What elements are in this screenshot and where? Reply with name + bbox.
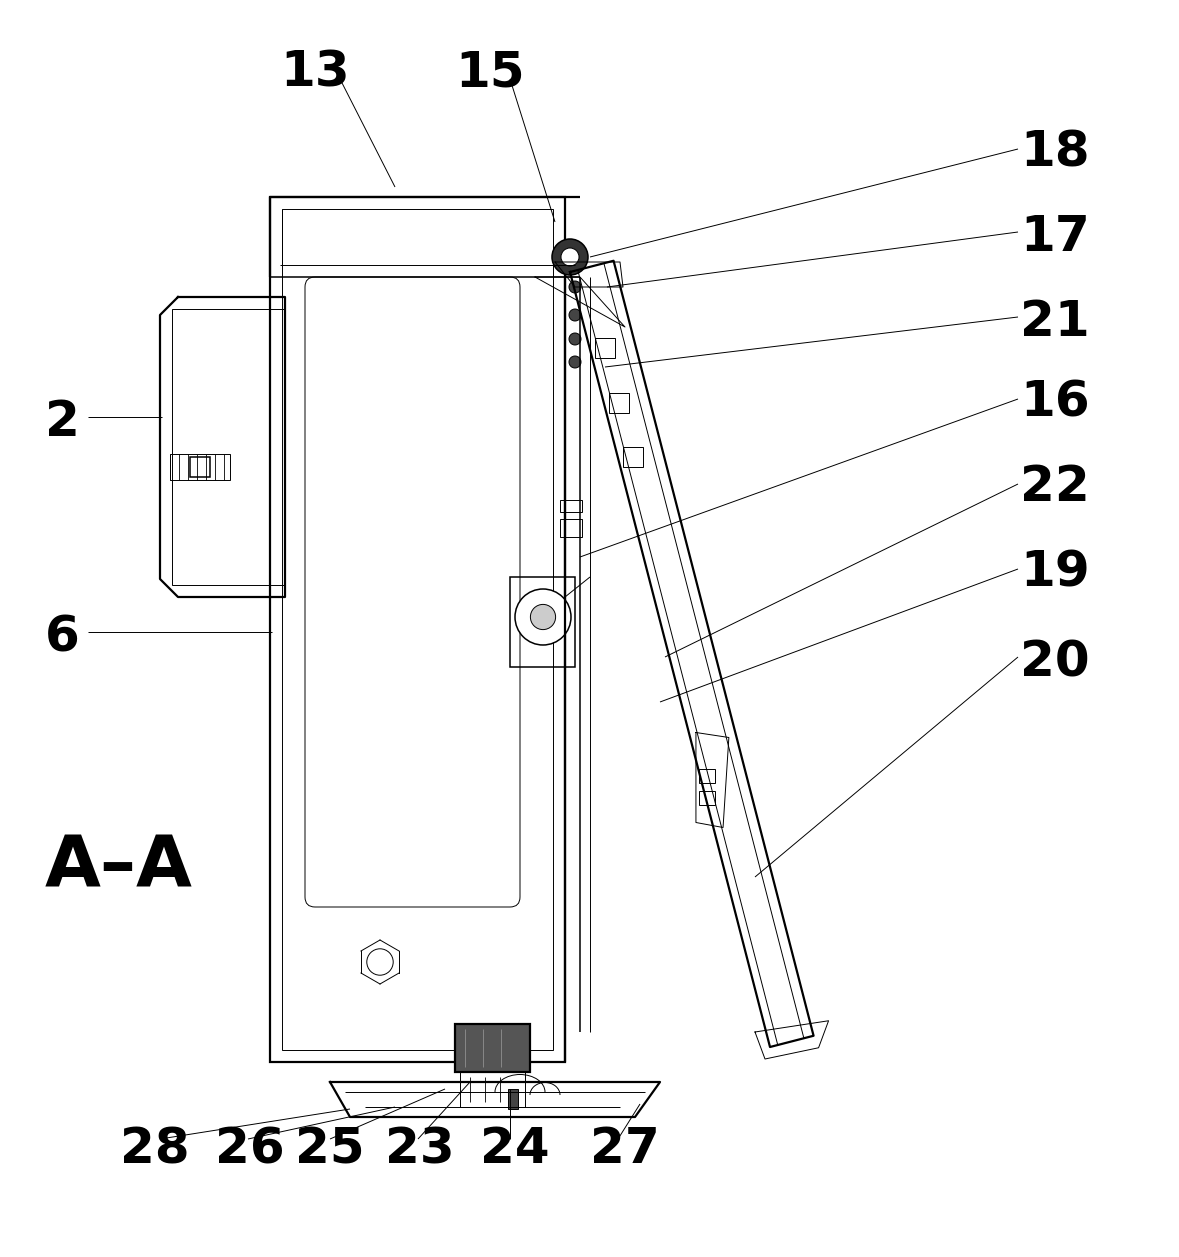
Circle shape bbox=[552, 239, 588, 275]
Text: 28: 28 bbox=[120, 1125, 190, 1173]
Text: 27: 27 bbox=[590, 1125, 660, 1173]
Text: 22: 22 bbox=[1020, 463, 1089, 512]
Text: 19: 19 bbox=[1020, 548, 1089, 596]
Text: 26: 26 bbox=[215, 1125, 284, 1173]
Circle shape bbox=[569, 309, 581, 321]
Bar bbox=[595, 338, 614, 358]
Bar bbox=[699, 768, 714, 783]
Bar bbox=[190, 458, 210, 476]
Bar bbox=[608, 392, 628, 412]
Text: 18: 18 bbox=[1020, 128, 1089, 176]
Bar bbox=[623, 446, 643, 466]
Bar bbox=[699, 791, 714, 804]
Circle shape bbox=[569, 333, 581, 344]
Text: A–A: A–A bbox=[45, 832, 193, 901]
Bar bbox=[455, 1024, 531, 1072]
Bar bbox=[460, 1072, 525, 1107]
Text: 15: 15 bbox=[455, 48, 525, 96]
Circle shape bbox=[561, 248, 579, 266]
Text: 2: 2 bbox=[45, 398, 80, 446]
Circle shape bbox=[569, 356, 581, 368]
Text: 24: 24 bbox=[480, 1125, 549, 1173]
Circle shape bbox=[569, 282, 581, 293]
Bar bbox=[172, 309, 285, 585]
Bar bbox=[511, 577, 575, 667]
Text: 23: 23 bbox=[386, 1125, 455, 1173]
Bar bbox=[282, 209, 553, 1050]
Bar bbox=[560, 519, 582, 537]
Text: 13: 13 bbox=[279, 48, 350, 96]
Bar bbox=[170, 454, 230, 480]
Text: 16: 16 bbox=[1020, 378, 1089, 426]
Text: 20: 20 bbox=[1020, 639, 1089, 686]
Text: 6: 6 bbox=[45, 613, 80, 661]
Text: 17: 17 bbox=[1020, 212, 1089, 261]
Text: 21: 21 bbox=[1020, 298, 1089, 346]
Circle shape bbox=[515, 590, 571, 645]
Bar bbox=[270, 197, 565, 1062]
Text: 25: 25 bbox=[295, 1125, 364, 1173]
Bar bbox=[560, 500, 582, 512]
Circle shape bbox=[531, 605, 555, 630]
Bar bbox=[508, 1089, 518, 1109]
